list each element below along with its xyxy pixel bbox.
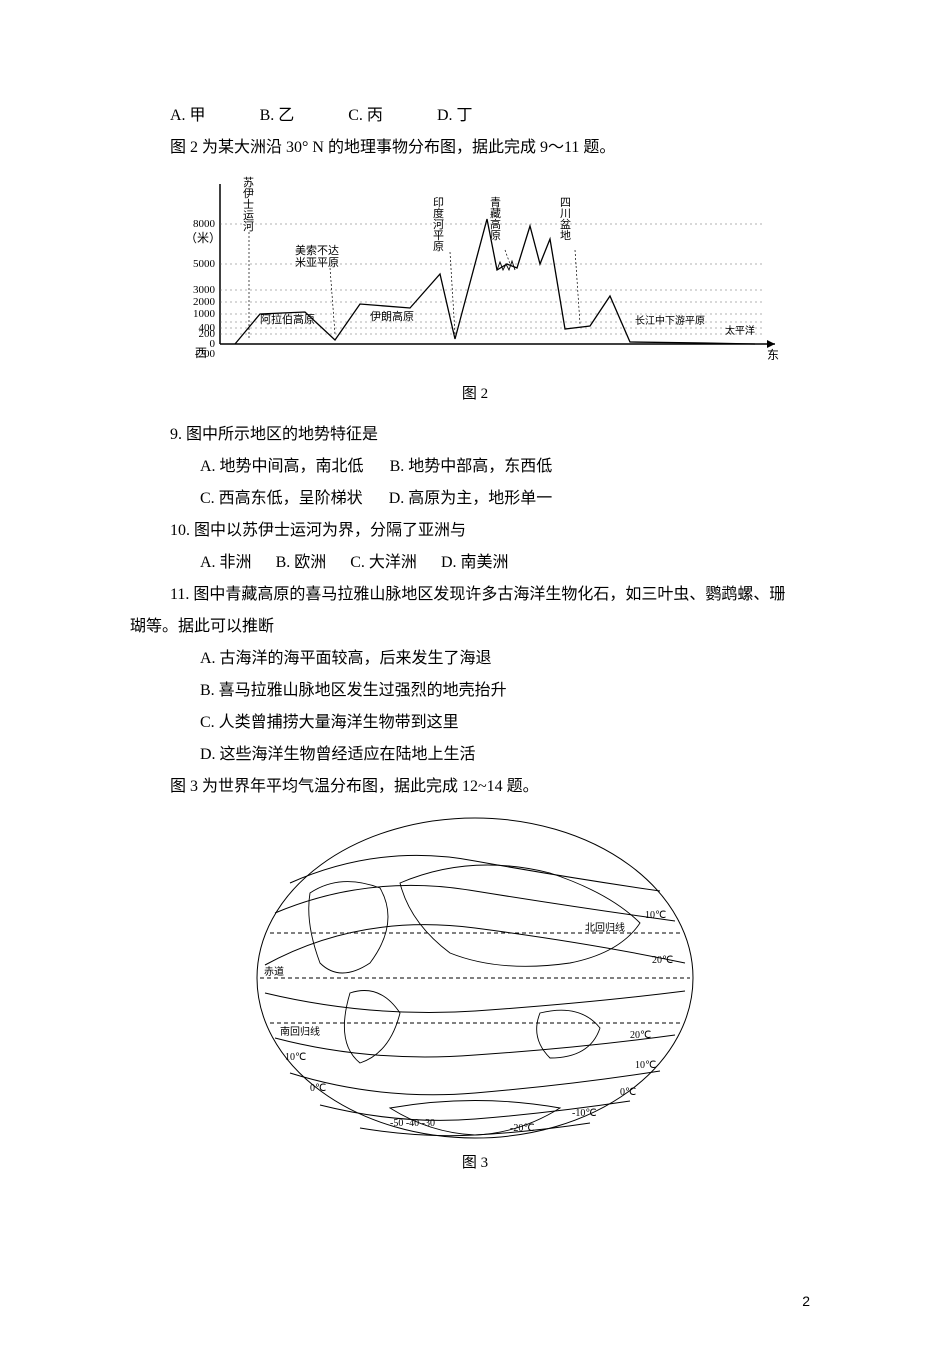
svg-text:8000: 8000 (193, 218, 216, 230)
label-indus: 印度河平原 (433, 196, 444, 253)
q10-stem: 10. 图中以苏伊士运河为界，分隔了亚洲与 (130, 515, 820, 547)
label-arabian: 阿拉伯高原 (260, 312, 315, 326)
label-suez: 苏伊士运河 (243, 176, 254, 233)
q8-option-d: D. 丁 (437, 100, 473, 132)
svg-text:20℃: 20℃ (652, 955, 673, 966)
q11-stem-line1: 11. 图中青藏高原的喜马拉雅山脉地区发现许多古海洋生物化石，如三叶虫、鹦鹉螺、… (130, 579, 820, 611)
q9-stem: 9. 图中所示地区的地势特征是 (130, 419, 820, 451)
label-tropic-cancer: 北回归线 (585, 921, 625, 934)
q11-options: A. 古海洋的海平面较高，后来发生了海退 B. 喜马拉雅山脉地区发生过强烈的地壳… (130, 643, 820, 771)
figure2-profile-chart: 0 200 400 1000 2000 3000 5000 8000 -200 … (165, 174, 785, 374)
figure3-caption: 图 3 (130, 1148, 820, 1178)
q11-option-b: B. 喜马拉雅山脉地区发生过强烈的地壳抬升 (200, 675, 820, 707)
label-iran: 伊朗高原 (370, 309, 414, 323)
label-yangtze: 长江中下游平原 (635, 314, 705, 327)
q9-option-c: C. 西高东低，呈阶梯状 (200, 483, 363, 515)
page-number: 2 (802, 1287, 810, 1315)
svg-text:-20℃: -20℃ (510, 1123, 535, 1134)
label-mesopotamia: 美索不达米亚平原 (295, 243, 339, 269)
figure3-world-map: 北回归线 赤道 南回归线 10℃ 20℃ 20℃ 10℃ 0℃ -10℃ -20… (250, 813, 700, 1143)
q9-option-d: D. 高原为主，地形单一 (389, 483, 553, 515)
svg-text:20℃: 20℃ (630, 1030, 651, 1041)
svg-text:10℃: 10℃ (635, 1060, 656, 1071)
svg-text:东: 东 (767, 348, 779, 362)
q9-options-row1: A. 地势中间高，南北低 B. 地势中部高，东西低 (130, 451, 820, 483)
svg-text:0℃: 0℃ (620, 1087, 636, 1098)
svg-text:-50 -40 -30: -50 -40 -30 (390, 1118, 435, 1129)
q10-option-d: D. 南美洲 (441, 554, 509, 571)
q11-option-a: A. 古海洋的海平面较高，后来发生了海退 (200, 643, 820, 675)
figure2-intro: 图 2 为某大洲沿 30° N 的地理事物分布图，据此完成 9～11 题。 (130, 132, 820, 164)
label-sichuan: 四川盆地 (560, 197, 571, 242)
svg-text:1000: 1000 (193, 308, 216, 320)
svg-text:2000: 2000 (193, 296, 216, 308)
label-pacific: 太平洋 (725, 324, 755, 337)
label-equator: 赤道 (264, 965, 284, 978)
q11-option-d: D. 这些海洋生物曾经适应在陆地上生活 (200, 739, 820, 771)
q11-option-c: C. 人类曾捕捞大量海洋生物带到这里 (200, 707, 820, 739)
q10-option-b: B. 欧洲 (276, 554, 327, 571)
q9-option-a: A. 地势中间高，南北低 (200, 451, 364, 483)
q11-stem-line2: 瑚等。据此可以推断 (130, 611, 820, 643)
svg-text:0℃: 0℃ (310, 1083, 326, 1094)
svg-text:400: 400 (199, 322, 216, 334)
q8-options: A. 甲 B. 乙 C. 丙 D. 丁 (130, 100, 820, 132)
figure2-caption: 图 2 (130, 379, 820, 409)
q10-options: A. 非洲 B. 欧洲 C. 大洋洲 D. 南美洲 (130, 547, 820, 579)
q8-option-b: B. 乙 (260, 100, 295, 132)
q9-options-row2: C. 西高东低，呈阶梯状 D. 高原为主，地形单一 (130, 483, 820, 515)
q10-option-c: C. 大洋洲 (350, 554, 417, 571)
svg-text:10℃: 10℃ (285, 1052, 306, 1063)
label-tropic-capricorn: 南回归线 (280, 1025, 320, 1038)
q9-option-b: B. 地势中部高，东西低 (390, 451, 553, 483)
svg-text:-10℃: -10℃ (572, 1108, 597, 1119)
svg-text:5000: 5000 (193, 258, 216, 270)
svg-text:西: 西 (195, 346, 207, 360)
svg-text:3000: 3000 (193, 284, 216, 296)
figure3-intro: 图 3 为世界年平均气温分布图，据此完成 12~14 题。 (130, 771, 820, 803)
q8-option-c: C. 丙 (348, 100, 383, 132)
q8-option-a: A. 甲 (170, 100, 206, 132)
svg-text:（米）: （米） (185, 231, 221, 245)
svg-text:10℃: 10℃ (645, 910, 666, 921)
label-tibet: 青藏高原 (490, 196, 501, 242)
q10-option-a: A. 非洲 (200, 554, 252, 571)
